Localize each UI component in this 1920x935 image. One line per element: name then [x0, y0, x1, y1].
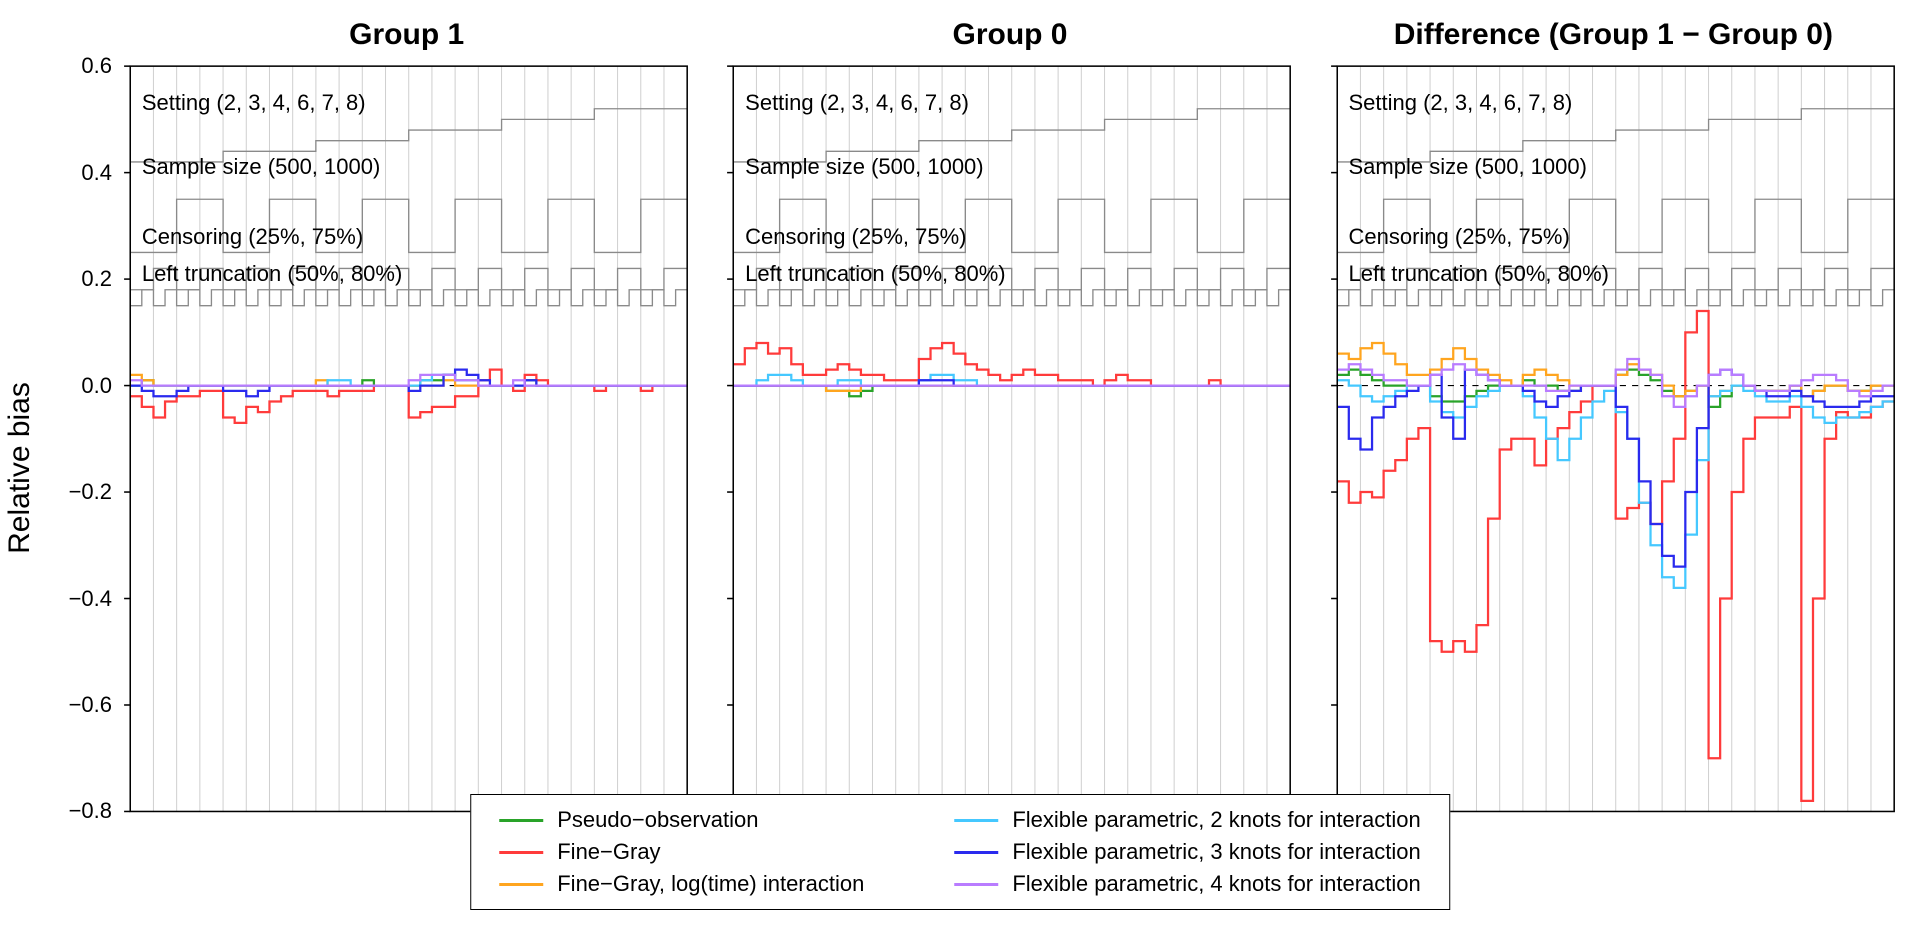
- y-tick-label: 0.2: [81, 266, 120, 292]
- annotation-text: Setting (2, 3, 4, 6, 7, 8): [745, 90, 969, 116]
- legend-label: Fine−Gray, log(time) interaction: [557, 871, 864, 897]
- legend-swatch: [499, 851, 543, 854]
- legend-item: Flexible parametric, 2 knots for interac…: [954, 807, 1420, 833]
- y-tick-label: −0.8: [69, 798, 120, 824]
- panel: Difference (Group 1 − Group 0) Setting (2…: [1327, 10, 1900, 810]
- y-tick-label: −0.6: [69, 692, 120, 718]
- y-tick-label: −0.4: [69, 586, 120, 612]
- y-tick-label: 0.6: [81, 53, 120, 79]
- plot-area: −0.8−0.6−0.4−0.20.00.20.40.6Setting (2, …: [120, 60, 693, 818]
- annotation-text: Setting (2, 3, 4, 6, 7, 8): [142, 90, 366, 116]
- annotation-text: Sample size (500, 1000): [1348, 154, 1586, 180]
- panel-title: Difference (Group 1 − Group 0): [1327, 10, 1900, 60]
- annotation-text: Left truncation (50%, 80%): [142, 261, 402, 287]
- y-tick-label: −0.2: [69, 479, 120, 505]
- annotation-text: Sample size (500, 1000): [142, 154, 380, 180]
- legend-swatch: [954, 883, 998, 886]
- legend-swatch: [499, 819, 543, 822]
- annotation-text: Censoring (25%, 75%): [745, 224, 966, 250]
- legend-item: Fine−Gray, log(time) interaction: [499, 871, 864, 897]
- annotation-text: Sample size (500, 1000): [745, 154, 983, 180]
- y-tick-label: 0.4: [81, 160, 120, 186]
- legend-label: Pseudo−observation: [557, 807, 758, 833]
- legend-swatch: [954, 819, 998, 822]
- legend-column: Flexible parametric, 2 knots for interac…: [954, 807, 1420, 897]
- panel: Group 1−0.8−0.6−0.4−0.20.00.20.40.6Setti…: [120, 10, 693, 810]
- plot-area: Setting (2, 3, 4, 6, 7, 8) Sample size (5…: [723, 60, 1296, 818]
- annotation-text: Censoring (25%, 75%): [1348, 224, 1569, 250]
- legend-swatch: [954, 851, 998, 854]
- legend-column: Pseudo−observation Fine−Gray Fine−Gray, lo…: [499, 807, 864, 897]
- y-axis-label: Relative bias: [3, 382, 37, 554]
- panel: Group 0 Setting (2, 3, 4, 6, 7, 8) Sample …: [723, 10, 1296, 810]
- legend-item: Fine−Gray: [499, 839, 864, 865]
- legend-swatch: [499, 883, 543, 886]
- legend-label: Flexible parametric, 4 knots for interac…: [1012, 871, 1420, 897]
- legend-item: Flexible parametric, 4 knots for interac…: [954, 871, 1420, 897]
- legend-label: Fine−Gray: [557, 839, 660, 865]
- legend: Pseudo−observation Fine−Gray Fine−Gray, lo…: [470, 794, 1450, 910]
- figure: Relative bias Group 1−0.8−0.6−0.4−0.20.0…: [0, 0, 1920, 935]
- annotation-text: Censoring (25%, 75%): [142, 224, 363, 250]
- panel-title: Group 0: [723, 10, 1296, 60]
- annotation-text: Setting (2, 3, 4, 6, 7, 8): [1348, 90, 1572, 116]
- legend-label: Flexible parametric, 3 knots for interac…: [1012, 839, 1420, 865]
- panel-title: Group 1: [120, 10, 693, 60]
- annotation-text: Left truncation (50%, 80%): [745, 261, 1005, 287]
- legend-label: Flexible parametric, 2 knots for interac…: [1012, 807, 1420, 833]
- legend-item: Pseudo−observation: [499, 807, 864, 833]
- legend-item: Flexible parametric, 3 knots for interac…: [954, 839, 1420, 865]
- plot-area: Setting (2, 3, 4, 6, 7, 8) Sample size (5…: [1327, 60, 1900, 818]
- panels-row: Group 1−0.8−0.6−0.4−0.20.00.20.40.6Setti…: [120, 10, 1900, 810]
- y-tick-label: 0.0: [81, 373, 120, 399]
- annotation-text: Left truncation (50%, 80%): [1348, 261, 1608, 287]
